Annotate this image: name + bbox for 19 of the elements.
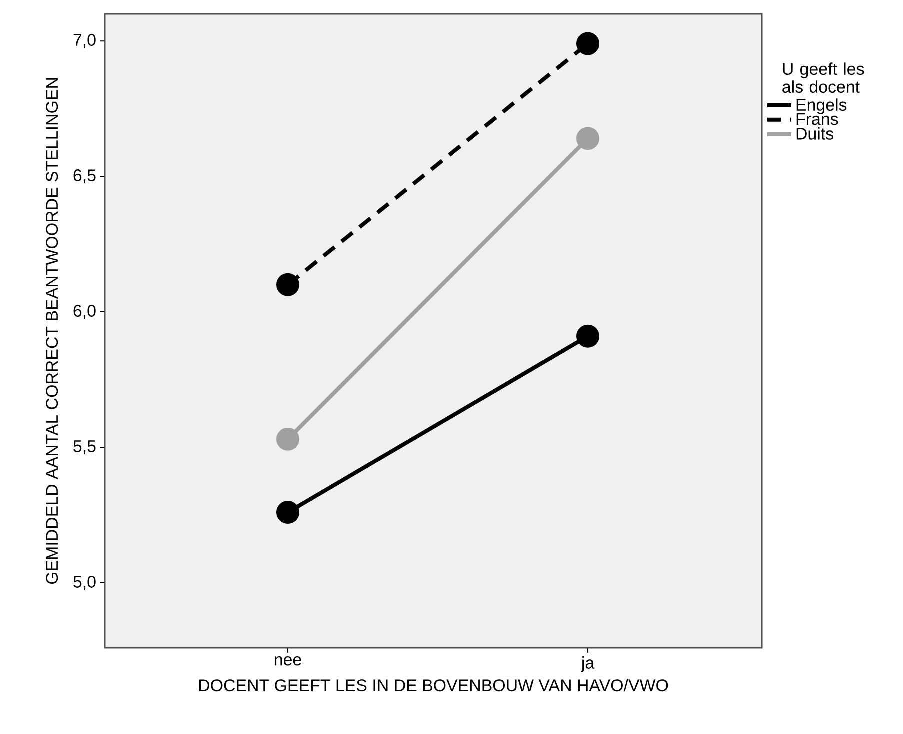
point (276, 428, 300, 451)
y-tick-label: 5,5 (74, 440, 96, 454)
point (576, 127, 600, 150)
y-tick-label: 6,0 (74, 305, 96, 320)
legend-title: U geeft les als docent (782, 62, 864, 94)
y-tick-label: 5,0 (74, 576, 96, 590)
x-tick-label: nee (275, 656, 302, 666)
y-tick-label: 7,0 (74, 34, 96, 48)
legend-label: Frans (796, 113, 838, 126)
point (576, 324, 600, 348)
x-axis-title: DOCENT GEEFT LES IN DE BOVENBOUW VAN HAVO/VWO (199, 679, 668, 692)
point (276, 273, 300, 296)
point (276, 501, 300, 524)
legend-label: Engels (796, 98, 847, 114)
legend-label: Duits (796, 127, 834, 140)
y-axis-title: GEMIDDELD AANTAL CORRECT BEANTWOORDE STELLINGEN (46, 78, 58, 584)
y-tick-label: 6,5 (74, 170, 96, 184)
point (576, 32, 600, 56)
x-tick-label: ja (581, 656, 595, 672)
